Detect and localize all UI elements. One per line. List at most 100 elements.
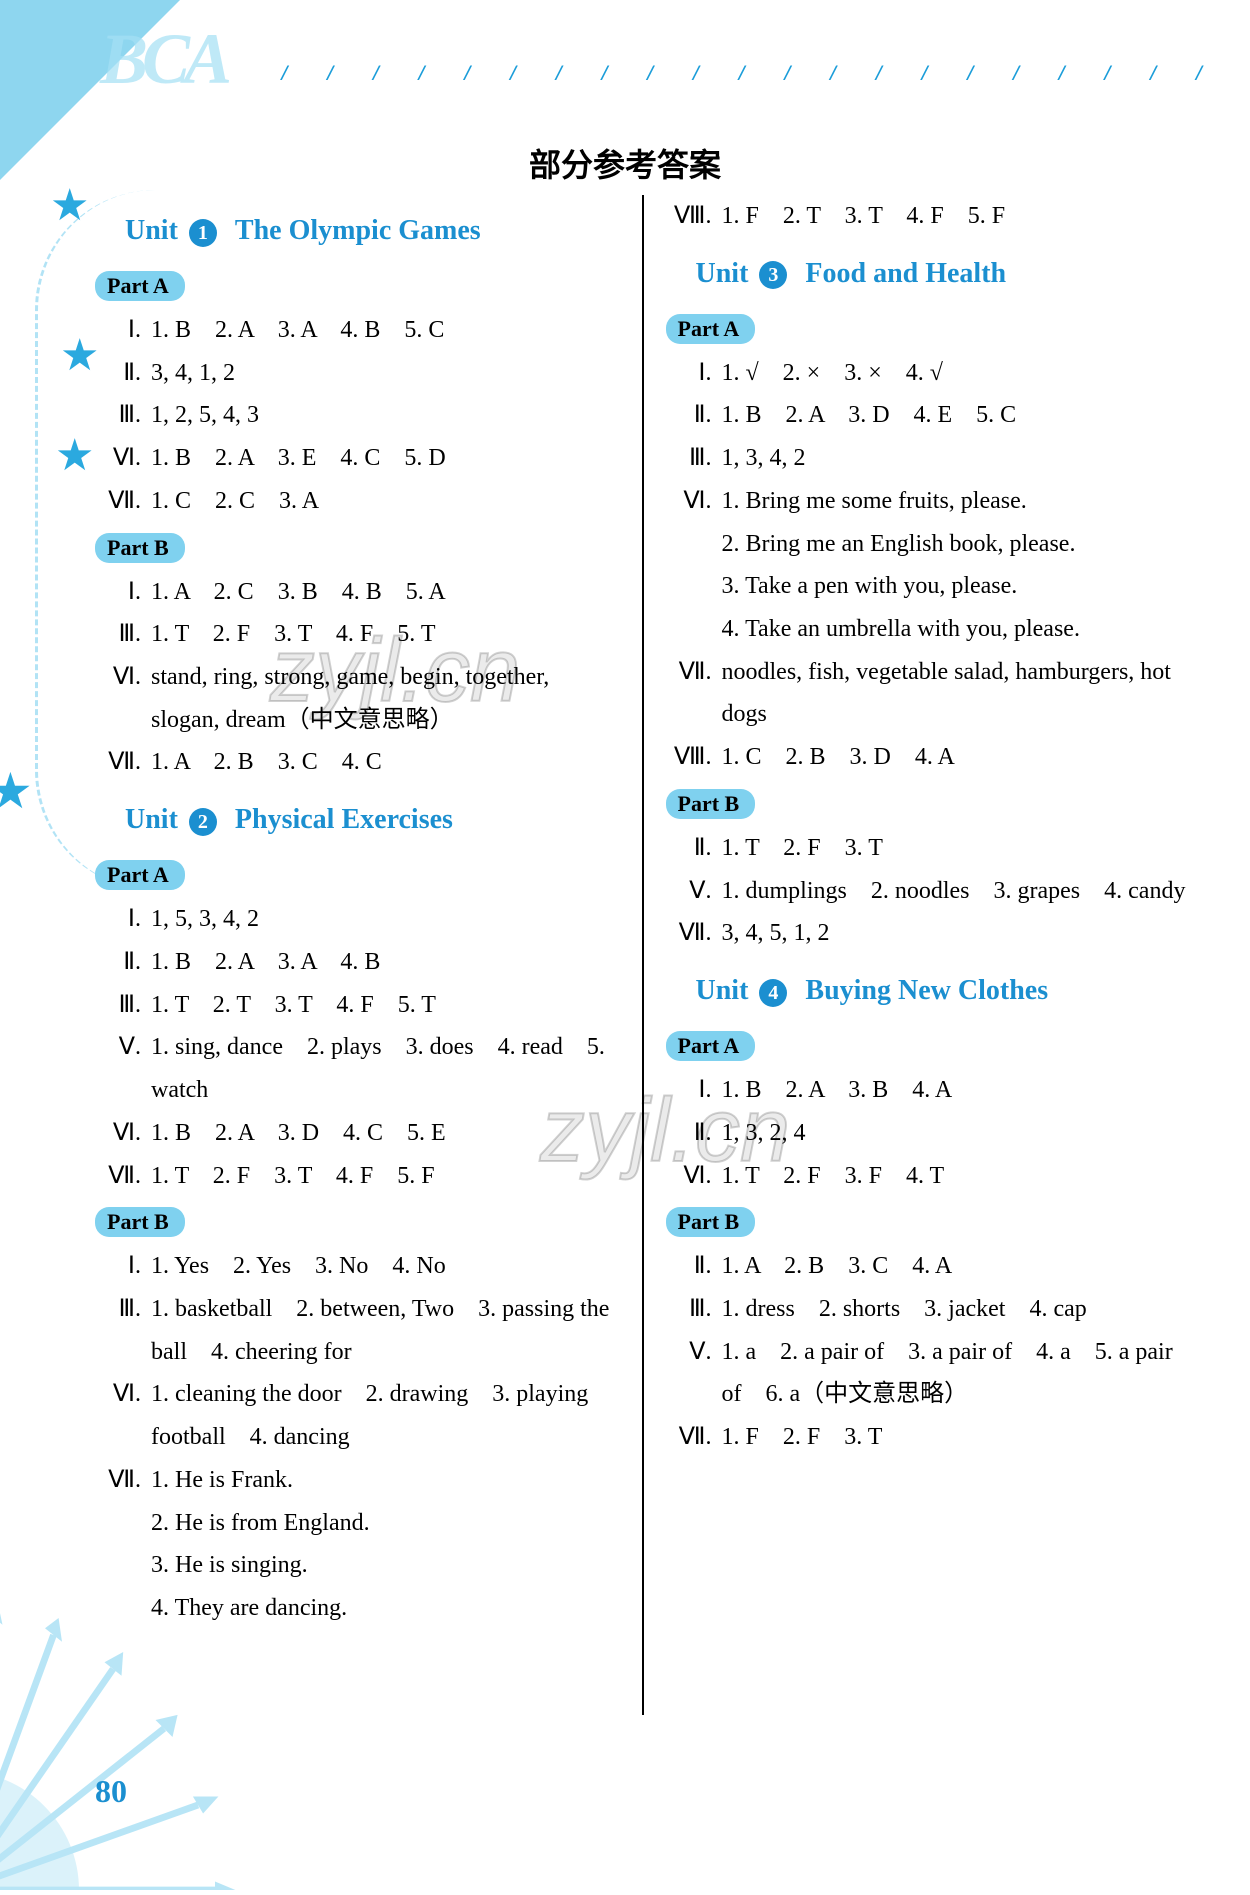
answer-row: Ⅰ.1. B 2. A 3. B 4. A	[666, 1069, 1191, 1112]
part-chip: Part A	[666, 1031, 756, 1061]
roman-numeral: Ⅲ.	[95, 394, 145, 437]
answer-items: 1. C 2. B 3. D 4. A	[716, 736, 1191, 779]
answer-row: Ⅷ.1. C 2. B 3. D 4. A	[666, 736, 1191, 779]
part-chip: Part B	[666, 789, 756, 819]
answer-items: 1. He is Frank.2. He is from England.3. …	[145, 1459, 620, 1630]
part-chip: Part A	[95, 271, 185, 301]
roman-numeral: Ⅴ.	[95, 1026, 145, 1111]
answer-items: 1. B 2. A 3. B 4. A	[716, 1069, 1191, 1112]
roman-numeral: Ⅴ.	[666, 870, 716, 913]
answer-items: 1, 3, 4, 2	[716, 437, 1191, 480]
answer-items: 1. B 2. A 3. A 4. B 5. C	[145, 309, 620, 352]
answer-row: Ⅲ.1. T 2. T 3. T 4. F 5. T	[95, 984, 620, 1027]
answer-items: 1. B 2. A 3. A 4. B	[145, 941, 620, 984]
roman-numeral: Ⅶ.	[666, 1416, 716, 1459]
answer-row: Ⅵ.1. cleaning the door 2. drawing 3. pla…	[95, 1373, 620, 1458]
unit-label: Unit 3	[696, 258, 788, 290]
answer-row: Ⅵ.1. B 2. A 3. E 4. C 5. D	[95, 437, 620, 480]
left-column: Unit 1The Olympic GamesPart AⅠ.1. B 2. A…	[95, 195, 642, 1715]
answer-items: 1. C 2. C 3. A	[145, 480, 620, 523]
roman-numeral: Ⅶ.	[95, 741, 145, 784]
answer-items: 1. cleaning the door 2. drawing 3. playi…	[145, 1373, 620, 1458]
roman-numeral: Ⅴ.	[666, 1331, 716, 1416]
roman-numeral: Ⅰ.	[95, 571, 145, 614]
roman-numeral: Ⅲ.	[95, 984, 145, 1027]
answer-items: 1. T 2. T 3. T 4. F 5. T	[145, 984, 620, 1027]
roman-numeral: Ⅶ.	[95, 1459, 145, 1630]
answer-row: Ⅵ.1. Bring me some fruits, please.2. Bri…	[666, 480, 1191, 651]
part-chip: Part A	[666, 314, 756, 344]
roman-numeral: Ⅷ.	[666, 195, 716, 238]
unit-number-badge: 3	[759, 261, 787, 289]
answer-items: 1. A 2. B 3. C 4. A	[716, 1245, 1191, 1288]
roman-numeral: Ⅰ.	[666, 352, 716, 395]
answer-items: 1, 3, 2, 4	[716, 1112, 1191, 1155]
roman-numeral: Ⅶ.	[666, 651, 716, 736]
answer-items: 1. dress 2. shorts 3. jacket 4. cap	[716, 1288, 1191, 1331]
answer-items: 1. basketball 2. between, Two 3. passing…	[145, 1288, 620, 1373]
roman-numeral: Ⅰ.	[95, 898, 145, 941]
answer-items: 1. A 2. C 3. B 4. B 5. A	[145, 571, 620, 614]
part-chip: Part B	[95, 1207, 185, 1237]
roman-numeral: Ⅰ.	[95, 1245, 145, 1288]
answer-items: 1. √ 2. × 3. × 4. √	[716, 352, 1191, 395]
unit-title: Food and Health	[805, 258, 1006, 290]
unit-label: Unit 1	[125, 215, 217, 247]
answer-row: Ⅵ.1. T 2. F 3. F 4. T	[666, 1155, 1191, 1198]
roman-numeral: Ⅵ.	[666, 1155, 716, 1198]
answer-row: Ⅵ.1. B 2. A 3. D 4. C 5. E	[95, 1112, 620, 1155]
answer-items: 1. a 2. a pair of 3. a pair of 4. a 5. a…	[716, 1331, 1191, 1416]
roman-numeral: Ⅵ.	[95, 656, 145, 741]
answer-row: Ⅲ.1. T 2. F 3. T 4. F 5. T	[95, 613, 620, 656]
answer-row: Ⅲ.1. basketball 2. between, Two 3. passi…	[95, 1288, 620, 1373]
answer-row: Ⅲ.1. dress 2. shorts 3. jacket 4. cap	[666, 1288, 1191, 1331]
roman-numeral: Ⅵ.	[666, 480, 716, 651]
star-icon: ★	[50, 180, 89, 231]
answer-items: 1. T 2. F 3. F 4. T	[716, 1155, 1191, 1198]
answer-items: 1, 2, 5, 4, 3	[145, 394, 620, 437]
content-columns: Unit 1The Olympic GamesPart AⅠ.1. B 2. A…	[95, 195, 1190, 1715]
star-icon: ★	[0, 762, 33, 820]
answer-items: 1. T 2. F 3. T 4. F 5. F	[145, 1155, 620, 1198]
answer-row: Ⅴ.1. sing, dance 2. plays 3. does 4. rea…	[95, 1026, 620, 1111]
star-icon: ★	[60, 330, 99, 381]
bca-logo: BCA	[100, 18, 226, 101]
answer-row: Ⅱ.1. A 2. B 3. C 4. A	[666, 1245, 1191, 1288]
answer-row: Ⅱ.1. T 2. F 3. T	[666, 827, 1191, 870]
answer-row: Ⅲ.1, 3, 4, 2	[666, 437, 1191, 480]
answer-items: 1. T 2. F 3. T 4. F 5. T	[145, 613, 620, 656]
unit-title: Physical Exercises	[235, 804, 453, 836]
answer-items: 1. B 2. A 3. E 4. C 5. D	[145, 437, 620, 480]
roman-numeral: Ⅶ.	[95, 480, 145, 523]
answer-row: Ⅶ.1. T 2. F 3. T 4. F 5. F	[95, 1155, 620, 1198]
answer-row: Ⅷ.1. F 2. T 3. T 4. F 5. F	[666, 195, 1191, 238]
answer-row: Ⅰ.1. Yes 2. Yes 3. No 4. No	[95, 1245, 620, 1288]
roman-numeral: Ⅱ.	[95, 941, 145, 984]
roman-numeral: Ⅵ.	[95, 437, 145, 480]
answer-row: Ⅰ.1. √ 2. × 3. × 4. √	[666, 352, 1191, 395]
roman-numeral: Ⅲ.	[95, 1288, 145, 1373]
roman-numeral: Ⅵ.	[95, 1373, 145, 1458]
unit-number-badge: 1	[189, 219, 217, 247]
roman-numeral: Ⅲ.	[666, 1288, 716, 1331]
unit-header: Unit 2Physical Exercises	[125, 804, 620, 836]
roman-numeral: Ⅷ.	[666, 736, 716, 779]
answer-items: 1. Yes 2. Yes 3. No 4. No	[145, 1245, 620, 1288]
answer-row: Ⅶ.1. F 2. F 3. T	[666, 1416, 1191, 1459]
answer-items: 1. dumplings 2. noodles 3. grapes 4. can…	[716, 870, 1191, 913]
answer-items: 1. Bring me some fruits, please.2. Bring…	[716, 480, 1191, 651]
roman-numeral: Ⅲ.	[95, 613, 145, 656]
roman-numeral: Ⅲ.	[666, 437, 716, 480]
answer-row: Ⅱ.1. B 2. A 3. D 4. E 5. C	[666, 394, 1191, 437]
part-chip: Part B	[95, 533, 185, 563]
answer-row: Ⅴ.1. a 2. a pair of 3. a pair of 4. a 5.…	[666, 1331, 1191, 1416]
answer-items: 1. sing, dance 2. plays 3. does 4. read …	[145, 1026, 620, 1111]
unit-header: Unit 1 The Olympic Games	[125, 215, 620, 247]
unit-title: The Olympic Games	[235, 215, 481, 247]
answer-row: Ⅵ.stand, ring, strong, game, begin, toge…	[95, 656, 620, 741]
answer-items: 1. F 2. T 3. T 4. F 5. F	[716, 195, 1191, 238]
answer-row: Ⅶ.1. C 2. C 3. A	[95, 480, 620, 523]
answer-row: Ⅶ.1. A 2. B 3. C 4. C	[95, 741, 620, 784]
answer-row: Ⅰ.1. A 2. C 3. B 4. B 5. A	[95, 571, 620, 614]
top-dashes: / / / / / / / / / / / / / / / / / / / / …	[280, 60, 1240, 80]
